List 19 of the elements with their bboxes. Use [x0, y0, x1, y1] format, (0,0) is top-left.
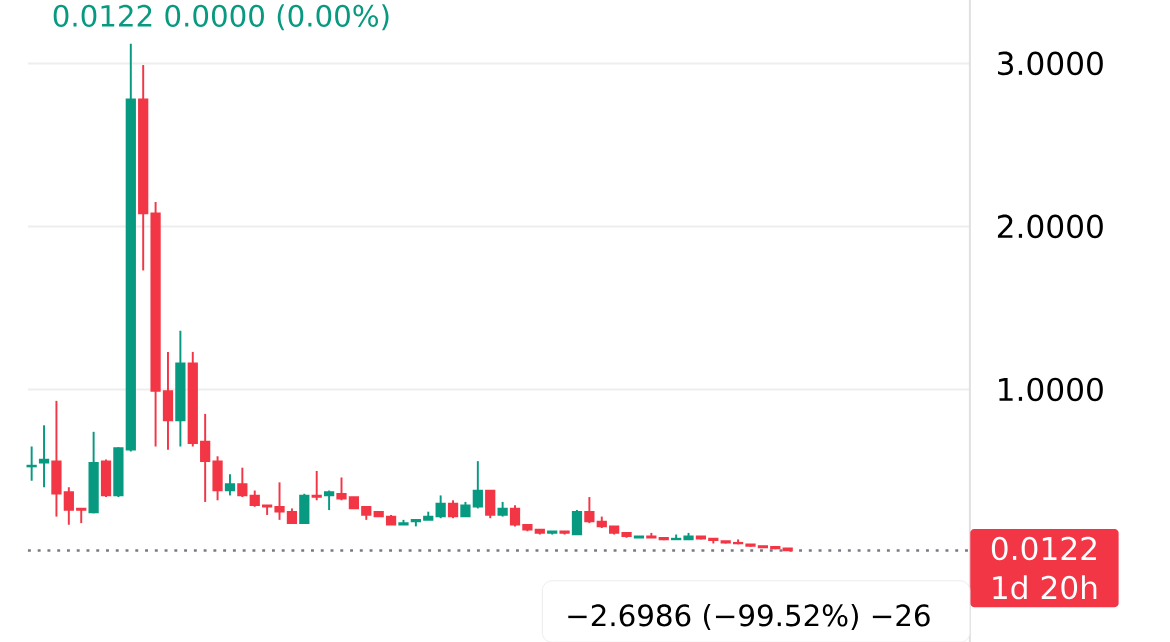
annotation: 0.0122 0.0000 (0.00%) — [53, 4, 389, 31]
candlestick — [311, 469, 322, 502]
candlestick — [584, 495, 595, 524]
text: 1d 20h — [993, 575, 1097, 600]
annotation: −2.6986 (−99.52%) −26 — [568, 603, 930, 630]
candlestick — [336, 476, 347, 502]
candlestick — [274, 481, 285, 521]
y-tick-label: 3.0000 — [998, 51, 1103, 76]
candlestick — [38, 424, 50, 489]
candlestick — [571, 508, 583, 536]
ref-line-label: 0.0122 — [991, 536, 1096, 561]
candlestick — [472, 460, 483, 510]
candlestick — [200, 412, 211, 503]
y-tick-label: 2.0000 — [997, 214, 1103, 239]
candlestick — [224, 473, 236, 497]
y-tick-label: 1.0000 — [999, 377, 1103, 402]
candlestick — [63, 486, 74, 526]
candlestick — [435, 494, 446, 520]
candlestick — [237, 466, 248, 498]
